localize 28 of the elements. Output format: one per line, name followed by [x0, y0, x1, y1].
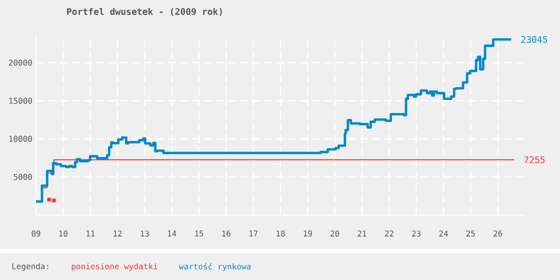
x-tick-label: 20: [330, 230, 340, 237]
legend-title: Legenda:: [12, 263, 48, 271]
chart-title: Portfel dwusetek - (2009 rok): [67, 8, 222, 16]
x-tick-label: 21: [358, 230, 366, 236]
x-tick-label: 26: [494, 230, 502, 237]
x-tick-label: 10: [59, 230, 68, 237]
y-tick-label: 15000: [9, 98, 32, 104]
x-tick-label: 11: [86, 230, 95, 236]
x-tick-label: 25: [466, 230, 475, 237]
y-tick-label: 10000: [9, 136, 32, 142]
x-tick-label: 14: [168, 230, 176, 236]
text: poniesione wydatki: [72, 263, 158, 271]
text: wartość rynkowa: [178, 262, 250, 272]
y-tick-label: 20000: [8, 60, 32, 66]
x-tick-label: 09: [32, 230, 40, 237]
x-tick-label: 16: [222, 230, 230, 237]
x-tick-label: 15: [195, 230, 204, 236]
x-tick-label: 18: [276, 230, 285, 237]
data-label: 23045: [521, 36, 548, 43]
x-tick-label: 24: [439, 230, 448, 236]
x-tick-label: 12: [114, 230, 122, 236]
x-tick-label: 17: [249, 230, 258, 236]
x-tick-label: 23: [412, 230, 421, 237]
x-tick-label: 19: [304, 230, 312, 237]
data-label: 7255: [524, 156, 545, 164]
x-tick-label: 13: [140, 230, 149, 237]
x-tick-label: 22: [384, 230, 394, 236]
y-tick-label: 5000: [14, 174, 32, 180]
